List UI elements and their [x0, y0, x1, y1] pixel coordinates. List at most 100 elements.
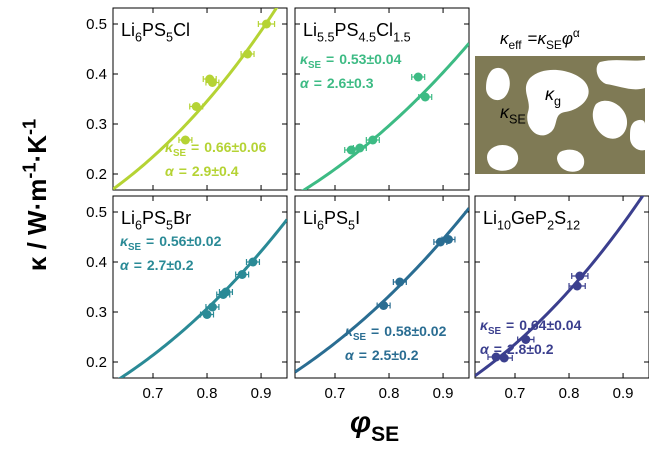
y-tick-label: 0.5 [86, 16, 107, 33]
data-point [180, 135, 190, 145]
text-part: φ [562, 29, 573, 48]
data-point [499, 353, 509, 363]
text-part: κ [545, 84, 555, 104]
text-part: α [165, 163, 175, 179]
pore [557, 149, 585, 172]
panel-title: Li6PS5Br [121, 208, 191, 232]
x-tick-label: 0.9 [433, 385, 454, 402]
text-part: 6 [135, 30, 142, 44]
label: α = 2.8±0.2 [480, 341, 554, 357]
text-part: 4.5 [359, 30, 377, 44]
text-part: g [554, 94, 561, 108]
x-tick-label: 0.7 [325, 385, 346, 402]
data-point [572, 281, 582, 291]
text-part: 0.53±0.04 [339, 51, 401, 67]
text-part: = [359, 347, 367, 363]
text-part: SE [546, 38, 562, 52]
label: κSE = 0.53±0.04 [300, 51, 402, 71]
text-part: κ [300, 51, 309, 67]
text-part: 5.5 [317, 30, 335, 44]
text-part: 2.6±0.3 [327, 75, 374, 91]
label: α = 2.6±0.3 [300, 75, 374, 91]
x-tick-label: 0.8 [379, 385, 400, 402]
text-part: α [345, 347, 355, 363]
text-part: α [480, 341, 490, 357]
x-tick-label: 0.7 [143, 385, 164, 402]
data-point [248, 257, 258, 267]
text-part: κ [120, 233, 129, 249]
text-part: PS [335, 20, 359, 40]
text-part: Li [121, 20, 135, 40]
panel-title: Li10GeP2S12 [483, 208, 580, 232]
text-part: SE [509, 112, 526, 126]
text-part: κ [500, 29, 510, 48]
data-point [379, 301, 389, 310]
text-part: 10 [497, 218, 511, 232]
panel-frame [112, 7, 288, 191]
panel-frame [474, 195, 649, 379]
panel-frame [112, 195, 288, 379]
text-part: φ [350, 406, 371, 439]
text-part: SE [353, 332, 367, 343]
text-part: 0.66±0.06 [204, 139, 266, 155]
text-part: Br [173, 208, 191, 228]
text-part: = [179, 163, 187, 179]
text-part: -1 [20, 162, 40, 178]
pore [596, 60, 645, 90]
text-part: I [355, 208, 360, 228]
schematic-label: κSE [500, 102, 526, 126]
label: κSE = 0.64±0.04 [480, 317, 582, 337]
text-part: 5 [166, 30, 173, 44]
text-part: SE [173, 148, 187, 159]
pore [592, 100, 628, 139]
panel-title: Li6PS5Cl [121, 20, 190, 44]
text-part: = [326, 51, 334, 67]
fit-curve [475, 196, 645, 378]
text-part: = [528, 29, 538, 48]
text-part: 5 [348, 218, 355, 232]
data-point [575, 271, 585, 281]
data-point [355, 143, 365, 153]
text-part: 0.56±0.02 [159, 233, 221, 249]
y-tick-label: 0.4 [86, 254, 107, 271]
pore [486, 67, 510, 101]
text-part: = [314, 75, 322, 91]
text-part: ·K [22, 135, 52, 163]
y-tick-label: 0.3 [86, 304, 107, 321]
text-part: S [554, 208, 566, 228]
data-point [191, 102, 201, 111]
data-point [521, 335, 531, 344]
pore [630, 119, 645, 151]
fit-curve [301, 42, 469, 190]
panel-frame [294, 7, 470, 191]
text-part: SE [308, 60, 322, 71]
fit-curve [113, 8, 279, 190]
x-tick-label: 0.7 [505, 385, 526, 402]
text-part: α [300, 75, 310, 91]
y-tick-label: 0.2 [86, 354, 107, 371]
text-part: eff [509, 38, 523, 52]
text-part: α [120, 257, 130, 273]
text-part: 2.5±0.2 [372, 347, 419, 363]
data-point [221, 287, 231, 297]
text-part: = [494, 341, 502, 357]
text-part: κ [345, 323, 354, 339]
text-part: 12 [566, 218, 580, 232]
text-part: 6 [135, 218, 142, 232]
panel-title: Li5.5PS4.5Cl1.5 [303, 20, 411, 44]
text-part: = [191, 139, 199, 155]
text-part: κ [500, 102, 510, 122]
pore [487, 145, 519, 171]
text-part: Cl [376, 20, 393, 40]
x-tick-label: 0.9 [613, 385, 634, 402]
data-point [435, 237, 445, 247]
text-part: 1.5 [393, 30, 411, 44]
text-part: = [371, 323, 379, 339]
data-point [443, 235, 453, 244]
text-part: 2.7±0.2 [147, 257, 194, 273]
x-tick-label: 0.8 [197, 385, 218, 402]
label: κSE = 0.66±0.06 [165, 139, 267, 159]
text-part: SE [488, 326, 502, 337]
text-part: PS [142, 208, 166, 228]
